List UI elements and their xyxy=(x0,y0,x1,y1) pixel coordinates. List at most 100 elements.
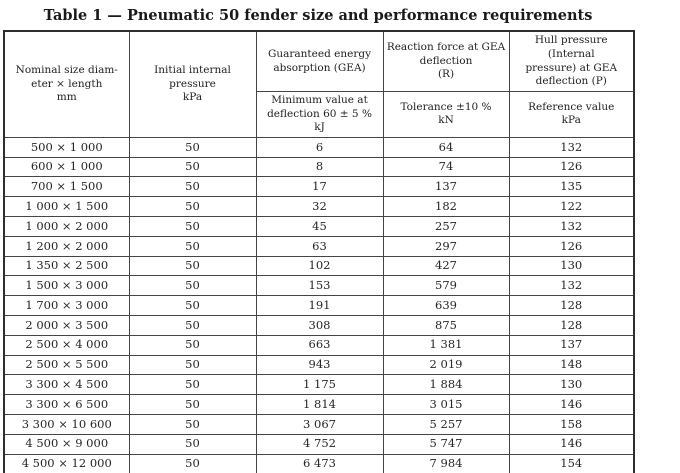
table-cell: 6 473 xyxy=(255,453,384,473)
table-row: 2 000 × 3 500 50 308 875 128 xyxy=(3,315,635,336)
table-row: 2 500 × 4 000 50 663 1 381 137 xyxy=(3,334,635,356)
table-cell: 427 xyxy=(382,255,510,277)
table-cell: 600 × 1 000 xyxy=(3,156,130,178)
table-cell: 50 xyxy=(128,176,257,198)
table-row: 1 200 × 2 000 50 63 297 126 xyxy=(3,235,635,257)
table-cell: 2 019 xyxy=(382,354,510,376)
table-cell: 130 xyxy=(508,374,635,396)
table-row: 3 300 × 6 500 50 1 814 3 015 146 xyxy=(3,394,635,416)
table-cell: 50 xyxy=(128,394,257,416)
table-cell: 137 xyxy=(382,176,510,198)
table-cell: 700 × 1 500 xyxy=(3,176,130,198)
table-cell: 3 300 × 6 500 xyxy=(3,394,130,416)
table-cell: 4 752 xyxy=(255,433,384,455)
table-body: 500 × 1 000 50 6 64 132 600 × 1 000 50 8 74 126 70… xyxy=(3,136,635,473)
table-row: 600 × 1 000 50 8 74 126 xyxy=(3,156,635,178)
table-row: 1 000 × 1 500 50 32 182 122 xyxy=(3,196,635,218)
table-cell: 639 xyxy=(382,295,510,317)
table-cell: 50 xyxy=(128,433,257,455)
table-cell: 500 × 1 000 xyxy=(3,136,130,158)
table-row: 3 300 × 4 500 50 1 175 1 884 130 xyxy=(3,374,635,396)
table-cell: 74 xyxy=(382,156,510,178)
table-cell: 4 500 × 9 000 xyxy=(3,433,130,455)
fender-spec-table: Nominal size diam- eter × length mm Init… xyxy=(3,30,635,473)
table-cell: 50 xyxy=(128,315,257,336)
table-cell: 663 xyxy=(255,334,384,356)
table-header: Nominal size diam- eter × length mm Init… xyxy=(3,30,635,138)
table-cell: 1 200 × 2 000 xyxy=(3,235,130,257)
table-cell: 32 xyxy=(255,196,384,218)
table-cell: 50 xyxy=(128,414,257,435)
table-cell: 153 xyxy=(255,275,384,297)
table-row: 3 300 × 10 600 50 3 067 5 257 158 xyxy=(3,414,635,435)
table-cell: 3 300 × 4 500 xyxy=(3,374,130,396)
header-guaranteed-energy-absorption: Guaranteed energy absorption (GEA) xyxy=(255,30,384,92)
table-cell: 182 xyxy=(382,196,510,218)
table-cell: 2 500 × 5 500 xyxy=(3,354,130,376)
table-cell: 50 xyxy=(128,255,257,277)
table-cell: 132 xyxy=(508,216,635,237)
table-cell: 3 300 × 10 600 xyxy=(3,414,130,435)
table-row: 2 500 × 5 500 50 943 2 019 148 xyxy=(3,354,635,376)
table-cell: 4 500 × 12 000 xyxy=(3,453,130,473)
table-row: 500 × 1 000 50 6 64 132 xyxy=(3,136,635,158)
table-cell: 50 xyxy=(128,235,257,257)
table-cell: 2 000 × 3 500 xyxy=(3,315,130,336)
table-cell: 126 xyxy=(508,156,635,178)
table-cell: 63 xyxy=(255,235,384,257)
table-cell: 1 500 × 3 000 xyxy=(3,275,130,297)
table-cell: 132 xyxy=(508,136,635,158)
table-cell: 45 xyxy=(255,216,384,237)
table-cell: 579 xyxy=(382,275,510,297)
table-cell: 1 000 × 1 500 xyxy=(3,196,130,218)
table-row: 1 700 × 3 000 50 191 639 128 xyxy=(3,295,635,317)
table-cell: 5 257 xyxy=(382,414,510,435)
header-row-top: Nominal size diam- eter × length mm Init… xyxy=(3,30,635,138)
table-cell: 6 xyxy=(255,136,384,158)
table-cell: 3 067 xyxy=(255,414,384,435)
header-hull-pressure: Hull pressure (Internal pressure) at GEA… xyxy=(508,30,635,92)
header-reaction-tolerance: Tolerance ±10 % kN xyxy=(382,90,510,138)
table-cell: 154 xyxy=(508,453,635,473)
table-cell: 5 747 xyxy=(382,433,510,455)
table-cell: 50 xyxy=(128,453,257,473)
table-cell: 308 xyxy=(255,315,384,336)
table-cell: 126 xyxy=(508,235,635,257)
table-cell: 128 xyxy=(508,315,635,336)
table-cell: 1 350 × 2 500 xyxy=(3,255,130,277)
table-title: Table 1 — Pneumatic 50 fender size and p… xyxy=(43,7,593,24)
table-cell: 297 xyxy=(382,235,510,257)
table-cell: 50 xyxy=(128,334,257,356)
table-row: 1 500 × 3 000 50 153 579 132 xyxy=(3,275,635,297)
table-cell: 1 814 xyxy=(255,394,384,416)
table-cell: 50 xyxy=(128,354,257,376)
table-cell: 50 xyxy=(128,216,257,237)
table-cell: 130 xyxy=(508,255,635,277)
table-cell: 122 xyxy=(508,196,635,218)
header-initial-pressure: Initial internal pressure kPa xyxy=(128,30,257,138)
table-cell: 50 xyxy=(128,374,257,396)
table-cell: 64 xyxy=(382,136,510,158)
table-cell: 257 xyxy=(382,216,510,237)
table-cell: 943 xyxy=(255,354,384,376)
table-cell: 146 xyxy=(508,394,635,416)
table-cell: 1 700 × 3 000 xyxy=(3,295,130,317)
table-cell: 875 xyxy=(382,315,510,336)
table-cell: 158 xyxy=(508,414,635,435)
table-row: 4 500 × 12 000 50 6 473 7 984 154 xyxy=(3,453,635,473)
table-cell: 1 381 xyxy=(382,334,510,356)
header-row-sub: Minimum value at deflection 60 ± 5 % kJ … xyxy=(4,90,635,138)
table-cell: 17 xyxy=(255,176,384,198)
table-row: 700 × 1 500 50 17 137 135 xyxy=(3,176,635,198)
table-cell: 3 015 xyxy=(382,394,510,416)
table-cell: 50 xyxy=(128,136,257,158)
table-row: 1 000 × 2 000 50 45 257 132 xyxy=(3,216,635,237)
table-cell: 2 500 × 4 000 xyxy=(3,334,130,356)
header-hull-reference-value: Reference value kPa xyxy=(508,90,635,138)
table-cell: 137 xyxy=(508,334,635,356)
table-cell: 191 xyxy=(255,295,384,317)
header-reaction-force: Reaction force at GEA deflection (R) xyxy=(382,30,510,92)
table-cell: 132 xyxy=(508,275,635,297)
table-cell: 50 xyxy=(128,156,257,178)
